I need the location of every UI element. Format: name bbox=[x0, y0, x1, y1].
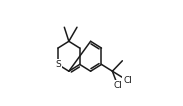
Text: Cl: Cl bbox=[123, 76, 132, 85]
Text: Cl: Cl bbox=[113, 81, 122, 90]
Text: S: S bbox=[55, 60, 61, 69]
